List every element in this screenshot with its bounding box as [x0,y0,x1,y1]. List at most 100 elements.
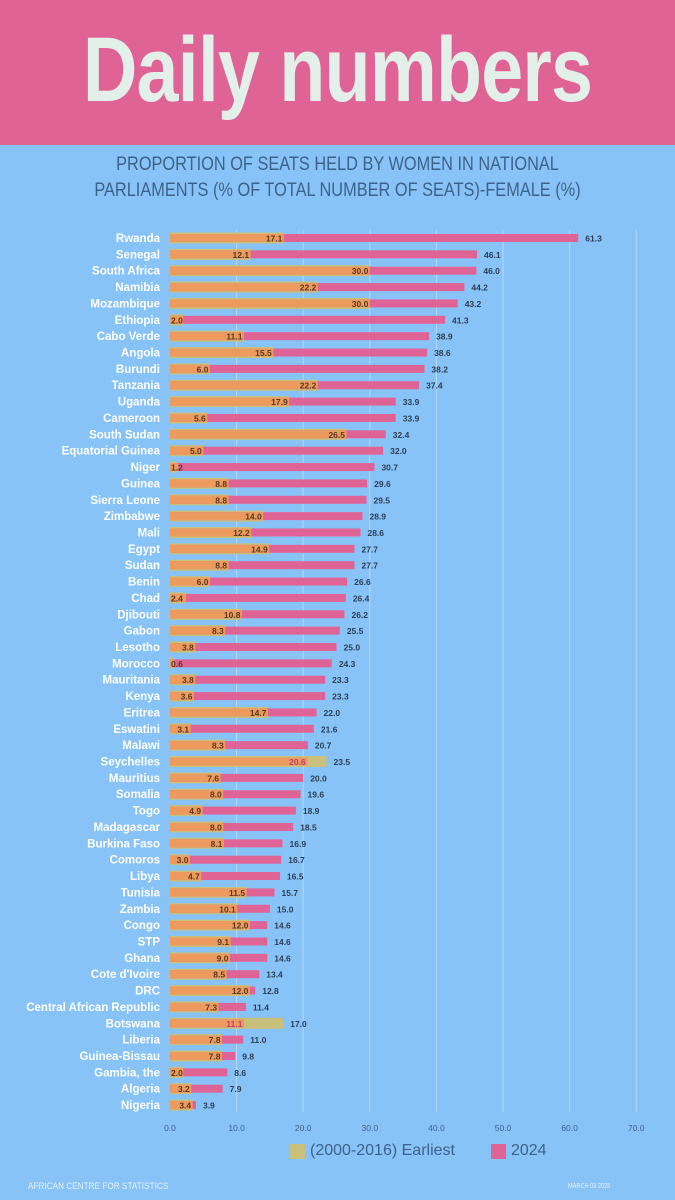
data-label-2024: 28.9 [369,512,386,522]
bar-2024 [170,463,375,472]
chart-title-line-1: Proportion of seats held by women in nat… [116,154,559,175]
category-label: South Africa [92,266,161,278]
data-label-earliest: 9.0 [217,953,229,963]
bar-2024 [170,495,367,504]
category-label: Somalia [116,789,161,801]
bar-overlap [170,397,290,406]
bar-2024 [170,315,446,324]
data-label-2024: 15.7 [282,888,299,898]
bar-overlap [170,315,184,324]
bar-overlap [170,495,229,504]
data-label-earliest: 30.0 [352,299,369,309]
category-label: Morocco [112,658,160,670]
bar-2024 [170,479,368,488]
legend-swatch-2024 [490,1143,506,1159]
category-label: South Sudan [89,429,160,441]
data-label-earliest: 3.2 [178,1084,190,1094]
bar-2024 [170,643,337,651]
bar-overlap [170,921,250,930]
data-label-earliest: 23.5 [334,757,351,767]
bar-overlap [170,724,191,733]
data-label-earliest: 8.3 [212,626,224,636]
data-label-earliest: 3.1 [177,724,189,734]
data-label-2024: 23.3 [332,675,349,685]
data-label-earliest: 10.8 [224,610,241,620]
data-label-earliest: 11.1 [226,332,242,342]
bar-overlap [170,659,174,668]
legend-label-earliest: (2000-2016) Earliest [310,1142,455,1159]
data-label-earliest: 8.3 [212,741,224,751]
data-label-earliest: 30.0 [352,266,369,276]
data-label-2024: 15.0 [277,904,294,914]
bar-overlap [170,872,202,881]
bar-overlap [170,479,229,488]
data-label-2024: 44.2 [471,283,488,293]
bar-overlap [170,937,231,946]
category-label: Mali [138,527,160,539]
data-label-2024: 22.0 [324,708,341,718]
category-label: Djibouti [117,609,160,621]
bar-2024 [170,790,301,799]
bar-2024 [170,561,355,570]
data-label-earliest: 8.5 [213,970,225,980]
bar-overlap [170,970,227,979]
category-label: Cabo Verde [97,331,160,343]
data-label-earliest: 2.0 [171,1068,183,1078]
bar-2024 [170,250,478,259]
category-label: Niger [131,462,161,474]
category-label: Chad [131,593,160,605]
data-label-earliest: 14.0 [245,512,262,522]
bar-overlap [170,643,196,651]
legend-item-earliest: (2000-2016) Earliest [290,1142,455,1160]
bar-overlap [170,593,186,602]
category-label: Eritrea [124,707,161,719]
data-label-2024: 46.1 [484,250,501,260]
data-label-earliest: 17.0 [290,1019,307,1029]
category-label: Botswana [106,1018,161,1030]
category-label: Zambia [120,904,161,916]
data-label-2024: 26.4 [353,593,370,603]
data-label-2024: 38.9 [436,332,453,342]
bar-2024 [170,724,314,733]
legend: (2000-2016) Earliest 2024 [290,1142,547,1160]
data-label-2024: 33.9 [403,397,420,407]
bar-2024 [170,528,361,537]
data-label-earliest: 3.8 [182,675,194,685]
bar-2024 [170,512,363,521]
data-label-earliest: 2.0 [171,315,183,325]
data-label-2024: 27.7 [361,544,378,554]
data-label-earliest: 1.2 [171,463,183,473]
legend-swatch-earliest [290,1143,305,1159]
bar-overlap [170,234,284,242]
bar-overlap [170,332,244,341]
data-label-earliest: 4.9 [189,806,201,816]
bar-overlap [170,610,242,619]
data-label-2024: 27.7 [361,561,378,571]
data-label-earliest: 7.8 [209,1035,221,1045]
bar-overlap [170,692,194,701]
category-label: Eswatini [113,724,160,736]
data-label-2024: 20.6 [289,757,306,767]
data-label-2024: 11.0 [250,1035,266,1045]
bar-overlap [170,413,208,422]
data-label-2024: 28.6 [367,528,384,538]
category-label: Equatorial Guinea [62,446,161,458]
data-label-2024: 43.2 [465,299,482,309]
bar-overlap [170,986,250,995]
bar-overlap [170,528,252,537]
legend-label-2024: 2024 [510,1142,547,1159]
category-label: Sierra Leone [90,495,160,507]
data-label-2024: 13.4 [266,970,283,980]
data-label-earliest: 6.0 [197,577,209,587]
bar-2024 [170,806,296,815]
data-label-2024: 18.5 [300,822,317,832]
category-label: Seychelles [101,757,160,769]
bar-overlap [170,364,210,373]
category-label: Malawi [122,740,160,752]
bar-overlap [170,544,270,553]
category-label: Ethiopia [115,315,161,327]
data-label-earliest: 0.6 [171,659,183,669]
bar-overlap [170,839,224,848]
category-label: Tunisia [121,887,161,899]
data-label-earliest: 9.1 [217,937,229,947]
